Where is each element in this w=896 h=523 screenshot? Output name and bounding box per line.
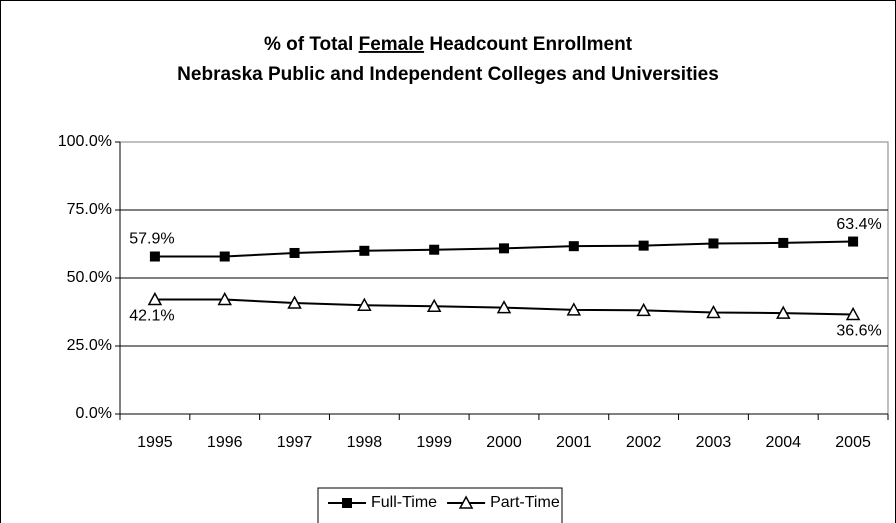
marker <box>149 251 160 262</box>
marker <box>566 302 582 316</box>
legend-box <box>317 487 563 523</box>
marker <box>499 243 509 254</box>
x-tick-label: 1999 <box>416 434 452 451</box>
marker <box>848 236 859 247</box>
x-tick-label: 1996 <box>207 434 243 451</box>
marker <box>217 291 232 306</box>
marker <box>147 291 163 306</box>
x-tick-label: 2005 <box>835 434 871 451</box>
x-tick-label: 1997 <box>277 434 313 451</box>
marker <box>638 240 649 251</box>
chart-title: % of Total Female Headcount Enrollment <box>264 34 633 55</box>
x-tick-label: 2003 <box>696 434 732 451</box>
x-tick-label: 1995 <box>137 434 173 451</box>
marker <box>429 244 440 255</box>
marker <box>342 498 352 508</box>
y-tick-label: 50.0% <box>67 269 112 286</box>
title-part: Female <box>359 34 424 55</box>
marker <box>845 306 861 321</box>
y-tick-label: 25.0% <box>67 337 112 354</box>
marker <box>636 302 651 317</box>
data-label: 42.1% <box>129 308 174 325</box>
marker <box>289 247 300 258</box>
marker <box>359 245 370 256</box>
marker <box>287 295 302 309</box>
marker <box>776 305 791 319</box>
x-tick-label: 2000 <box>486 434 522 451</box>
legend: Full-Time Part-Time <box>317 487 563 523</box>
x-tick-label: 1998 <box>347 434 383 451</box>
marker <box>458 495 474 509</box>
title-part: Headcount Enrollment <box>424 34 633 55</box>
data-label: 57.9% <box>129 231 174 248</box>
data-label: 36.6% <box>836 323 881 340</box>
marker <box>357 297 372 311</box>
y-tick-label: 0.0% <box>76 405 112 422</box>
y-tick-label: 75.0% <box>67 201 112 218</box>
marker <box>568 241 579 252</box>
marker <box>219 251 230 262</box>
marker <box>708 238 719 249</box>
y-tick-label: 100.0% <box>58 133 112 150</box>
marker <box>778 237 789 248</box>
x-tick-label: 2001 <box>556 434 592 451</box>
marker <box>426 298 442 313</box>
x-tick-label: 2004 <box>765 434 801 451</box>
marker <box>706 304 721 319</box>
data-label: 63.4% <box>836 216 881 233</box>
legend-label: Full-Time <box>371 494 437 511</box>
legend-label: Part-Time <box>490 494 560 511</box>
chart-subtitle: Nebraska Public and Independent Colleges… <box>177 64 719 85</box>
title-part: % of Total <box>264 34 359 55</box>
marker <box>496 300 512 314</box>
x-tick-label: 2002 <box>626 434 662 451</box>
